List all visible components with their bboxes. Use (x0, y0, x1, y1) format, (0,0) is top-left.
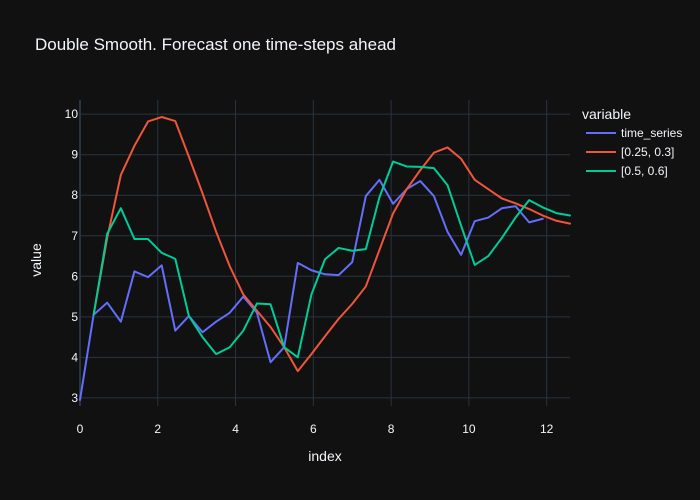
x-tick-label: 12 (540, 422, 554, 436)
legend-item[interactable]: [0.5, 0.6] (586, 164, 668, 178)
series-line[interactable] (79, 178, 544, 401)
y-tick-label: 3 (71, 391, 78, 405)
plot-area (79, 100, 571, 406)
series-line[interactable] (92, 116, 571, 373)
legend-label: time_series (621, 126, 682, 140)
x-tick-label: 10 (462, 422, 476, 436)
x-axis-ticks: 0 2 4 6 8 10 12 (77, 422, 554, 436)
y-axis-title: value (28, 243, 44, 277)
x-tick-label: 6 (310, 422, 317, 436)
y-tick-label: 9 (71, 148, 78, 162)
y-tick-label: 4 (71, 350, 78, 364)
y-tick-label: 10 (65, 107, 79, 121)
legend: variable time_series [0.25, 0.3] [0.5, 0.6… (582, 106, 682, 178)
legend-label: [0.5, 0.6] (621, 164, 668, 178)
legend-item[interactable]: [0.25, 0.3] (586, 145, 674, 159)
x-tick-label: 8 (388, 422, 395, 436)
y-tick-label: 5 (71, 310, 78, 324)
grid-layer (79, 100, 570, 406)
x-tick-label: 0 (77, 422, 84, 436)
series-layer (79, 116, 571, 401)
x-axis-title: index (308, 448, 341, 464)
legend-label: [0.25, 0.3] (621, 145, 674, 159)
legend-title: variable (582, 106, 631, 122)
legend-item[interactable]: time_series (586, 126, 682, 140)
legend-items: time_series [0.25, 0.3] [0.5, 0.6] (586, 126, 682, 178)
y-tick-label: 8 (71, 188, 78, 202)
series-line[interactable] (92, 160, 571, 359)
y-tick-label: 6 (71, 269, 78, 283)
x-tick-label: 4 (232, 422, 239, 436)
y-tick-label: 7 (71, 229, 78, 243)
chart-title: Double Smooth. Forecast one time-steps a… (35, 35, 396, 54)
y-axis-ticks: 3 4 5 6 7 8 9 10 (65, 107, 79, 405)
x-tick-label: 2 (154, 422, 161, 436)
